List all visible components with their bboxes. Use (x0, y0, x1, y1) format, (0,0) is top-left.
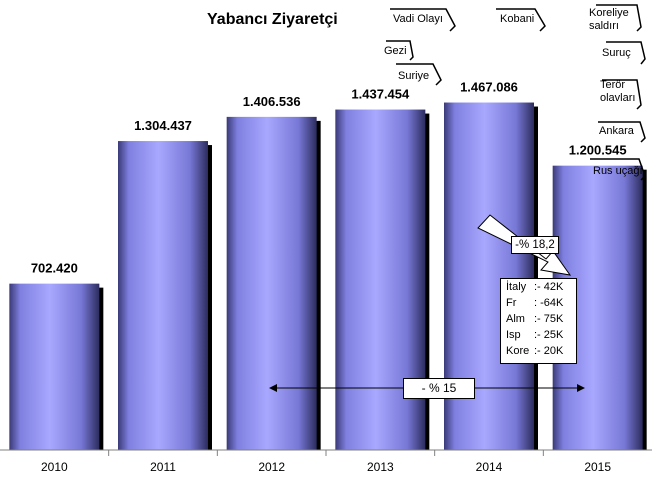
event-tag-ankara: Ankara (599, 125, 634, 137)
data-label-2010: 702.420 (31, 261, 78, 276)
breakdown-row: Fr : -64K (506, 297, 563, 309)
event-tag-vadi: Vadi Olayı (393, 13, 443, 25)
breakdown-value: :- 75K (534, 313, 564, 325)
event-tag-gezi: Gezi (384, 45, 407, 57)
event-tag-suruc: Suruç (602, 47, 631, 59)
data-label-2013: 1.437.454 (351, 87, 410, 102)
x-tick-label-2010: 2010 (41, 460, 68, 474)
x-tick-label-2012: 2012 (258, 460, 285, 474)
decline-callout-15: - % 15 (403, 378, 475, 399)
event-tag-suriye: Suriye (398, 70, 430, 82)
data-label-2012: 1.406.536 (243, 94, 301, 109)
x-tick-label-2011: 2011 (150, 460, 176, 474)
event-tag-korea: Koreliye saldırı (589, 7, 629, 32)
breakdown-country: Fr (506, 297, 517, 309)
bar-2010 (9, 283, 100, 450)
breakdown-row: Alm :- 75K (506, 313, 563, 325)
breakdown-value: : -64K (534, 297, 564, 309)
breakdown-country: Kore (506, 345, 530, 357)
breakdown-row: İtaly :- 42K (506, 281, 563, 293)
x-tick-label-2014: 2014 (476, 460, 503, 474)
bar-2012 (226, 116, 317, 451)
x-axis: 2010 2011 2012 2013 2014 2015 (0, 449, 652, 474)
decline-callout-18: -% 18,2 (511, 236, 559, 254)
breakdown-row: Kore :- 20K (506, 345, 563, 357)
bars-layer (9, 102, 647, 451)
data-label-2011: 1.304.437 (134, 118, 192, 133)
data-label-2015: 1.200.545 (569, 143, 627, 158)
breakdown-value: :- 20K (534, 345, 564, 357)
event-tag-kobani: Kobani (500, 13, 535, 25)
breakdown-country: Alm (506, 313, 525, 325)
event-tag-teror: Terör olavları (600, 79, 636, 104)
chart-title: Yabancı Ziyaretçi (207, 11, 338, 28)
x-tick-label-2015: 2015 (584, 460, 611, 474)
breakdown-value: :- 42K (534, 281, 564, 293)
x-tick-label-2013: 2013 (367, 460, 394, 474)
data-label-2014: 1.467.086 (460, 80, 518, 95)
country-breakdown-box: İtaly :- 42K Fr : -64K Alm :- 75K Isp :- 25K… (500, 278, 577, 364)
event-tag-rus-ucagi: Rus uçağı (593, 165, 643, 177)
event-brackets (386, 4, 646, 181)
value-labels-layer: 702.420 1.304.437 1.406.536 1.437.454 1.467.… (31, 80, 627, 276)
breakdown-value: :- 25K (534, 329, 564, 341)
breakdown-row: Isp :- 25K (506, 329, 563, 341)
breakdown-country: İtaly (506, 281, 527, 293)
bar-2011 (118, 141, 208, 451)
breakdown-country: Isp (506, 329, 521, 341)
